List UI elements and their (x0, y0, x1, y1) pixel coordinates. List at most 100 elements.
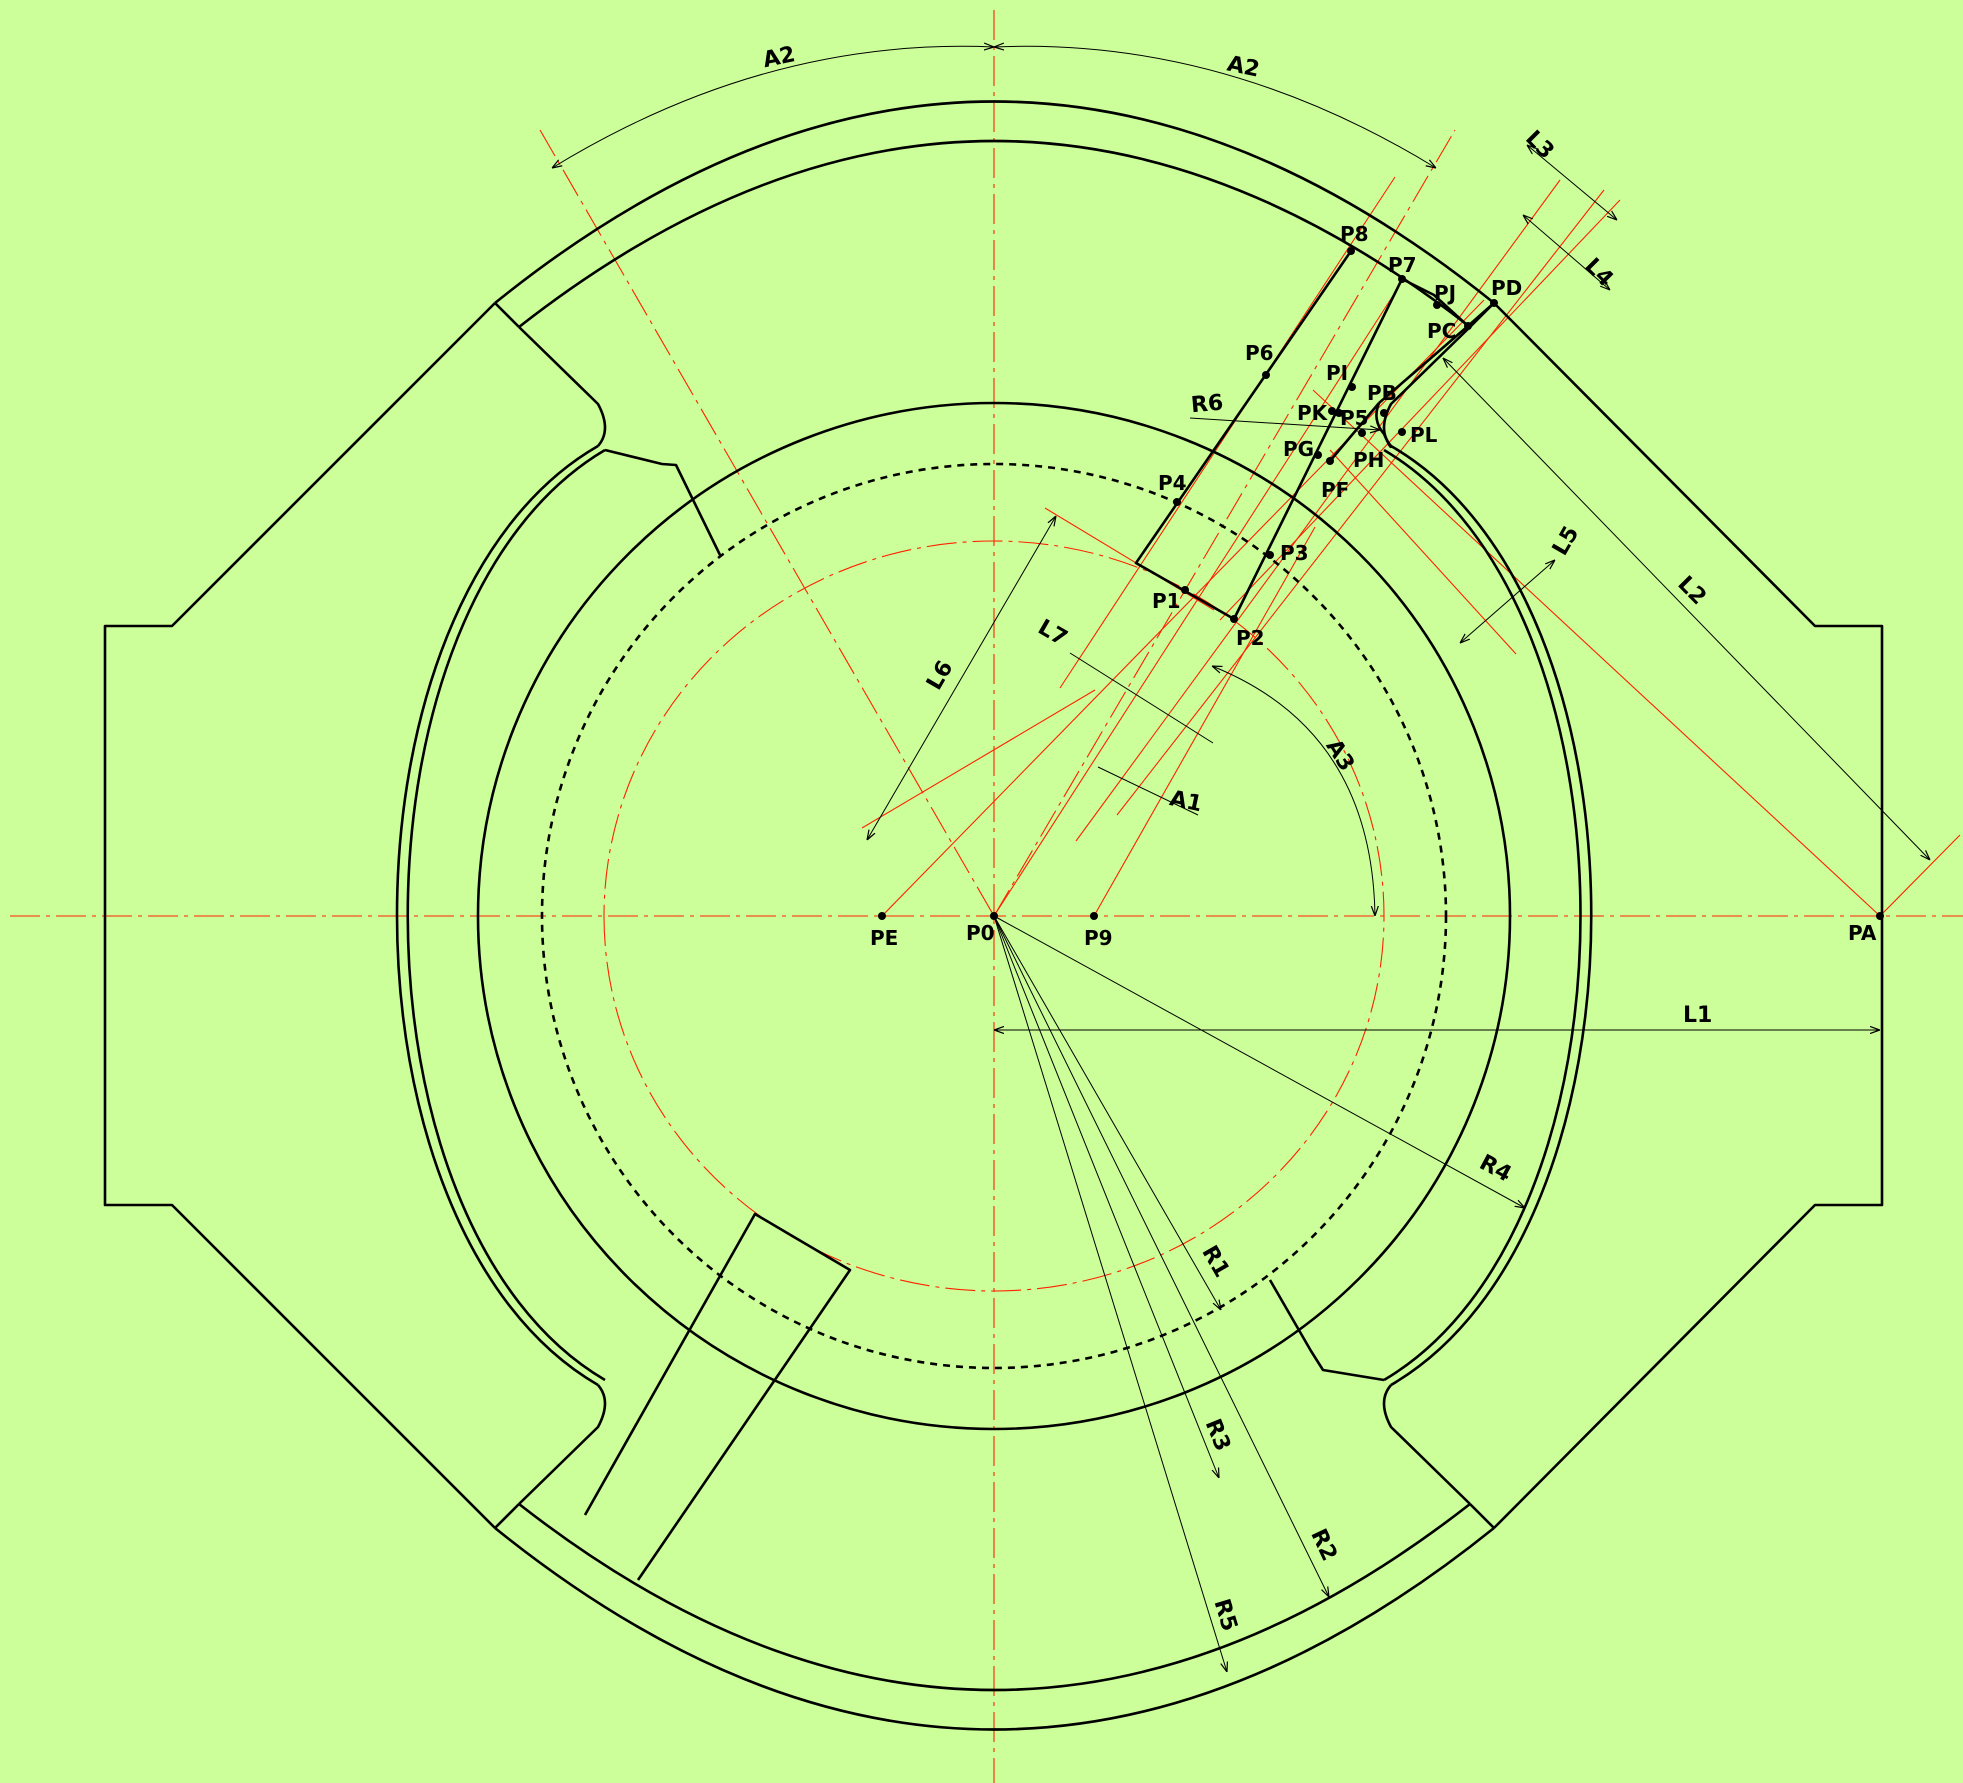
label-l4: L4 (1579, 254, 1617, 292)
l6-ext-line (861, 689, 1096, 829)
label-a2-left: A2 (761, 42, 798, 73)
l3-dim (1527, 145, 1617, 220)
l2-dim (1443, 358, 1930, 860)
label-l5: L5 (1548, 522, 1584, 560)
bottom-right-joint (1469, 1503, 1495, 1529)
point-p6 (1262, 371, 1270, 379)
ring-outer-right-2 (1383, 448, 1582, 1382)
ring-outer-left-2 (406, 448, 606, 1382)
label-a2-right: A2 (1225, 52, 1262, 83)
slot-arc-pl (1375, 402, 1393, 449)
dimension-lines (552, 46, 1930, 1672)
point-pc (1464, 322, 1472, 330)
label-pe: PE (870, 926, 898, 950)
point-p5 (1335, 409, 1343, 417)
label-pf: PF (1321, 478, 1349, 502)
a1-dim (1097, 766, 1199, 816)
label-p3: P3 (1280, 541, 1309, 565)
point-p3 (1266, 551, 1274, 559)
label-r1: R1 (1196, 1242, 1234, 1282)
point-pg (1314, 451, 1322, 459)
label-pg: PG (1283, 437, 1314, 461)
r5-dim (993, 915, 1227, 1672)
label-pd: PD (1491, 276, 1522, 300)
label-p6: P6 (1245, 341, 1274, 365)
pa-line (1312, 389, 1881, 917)
top-left-notch (518, 326, 722, 556)
r3-dim (993, 915, 1219, 1478)
l6-dim (867, 516, 1056, 840)
inner-circle (476, 401, 1512, 1431)
label-p7: P7 (1388, 253, 1417, 277)
construction-lines (10, 10, 1963, 1783)
slot-line-6 (1116, 189, 1605, 816)
point-pb (1380, 409, 1388, 417)
r1-dim (993, 915, 1221, 1310)
pa-line-ext (1879, 834, 1961, 917)
label-r4: R4 (1475, 1150, 1515, 1187)
label-ph: PH (1353, 448, 1384, 472)
point-p0 (990, 912, 998, 920)
r4-dim (993, 915, 1525, 1208)
point-p2 (1230, 615, 1238, 623)
point-pa (1876, 912, 1884, 920)
label-l6: L6 (922, 657, 958, 695)
label-p5: P5 (1340, 406, 1369, 430)
label-l1: L1 (1683, 1003, 1712, 1028)
label-r6: R6 (1190, 390, 1224, 418)
slot-axis-line (1075, 179, 1561, 842)
point-p4 (1173, 498, 1181, 506)
point-ph (1358, 429, 1366, 437)
label-pc: PC (1427, 319, 1456, 343)
slot-line-2 (993, 290, 1397, 917)
label-pi: PI (1326, 361, 1348, 385)
label-r3: R3 (1200, 1416, 1235, 1455)
point-p8 (1347, 247, 1355, 255)
point-pe (878, 912, 886, 920)
point-p9 (1090, 912, 1098, 920)
right-angle-centerline (993, 129, 1456, 917)
points (878, 247, 1884, 920)
inner-circles (476, 401, 1512, 1431)
label-pj: PJ (1434, 281, 1456, 305)
label-l3: L3 (1520, 126, 1558, 164)
point-pf (1326, 457, 1334, 465)
ring-outer-left (395, 444, 599, 1387)
point-pj (1433, 301, 1441, 309)
label-pl: PL (1410, 423, 1438, 447)
label-p2: P2 (1236, 626, 1265, 650)
a2-right-dim (994, 46, 1436, 168)
label-pk: PK (1297, 401, 1329, 425)
bottom-right-notch (1268, 1279, 1471, 1505)
bottom-left-joint (494, 1503, 520, 1529)
slot-pc-pd (1378, 325, 1469, 404)
label-pa: PA (1848, 921, 1877, 945)
dashed-circle (540, 462, 1448, 1370)
bottom-left-notch (518, 1384, 607, 1505)
l7-dim (1069, 652, 1214, 744)
a2-left-dim (552, 46, 994, 168)
point-pk (1328, 407, 1336, 415)
point-p7 (1398, 275, 1406, 283)
label-p9: P9 (1084, 926, 1113, 950)
point-p1 (1181, 586, 1189, 594)
housing-bottom-inner-arc (518, 1502, 1471, 1692)
a3-dim (1212, 666, 1375, 916)
label-p0: P0 (966, 921, 995, 945)
housing-left-side (103, 302, 496, 1529)
r2-dim (993, 915, 1329, 1597)
label-p1: P1 (1152, 589, 1181, 613)
l5-dim (1460, 560, 1555, 643)
housing-bottom-arc (494, 1526, 1495, 1731)
r6-dim (1189, 417, 1380, 430)
l4-dim (1523, 215, 1610, 290)
top-left-joint (494, 302, 520, 328)
label-p8: P8 (1340, 222, 1369, 246)
label-a1: A1 (1167, 786, 1204, 817)
label-p4: P4 (1158, 471, 1187, 495)
point-pi (1348, 383, 1356, 391)
slot-tip-line (1329, 402, 1380, 462)
upper-slot-inner (1401, 277, 1495, 328)
slot-line-3 (1093, 526, 1316, 917)
